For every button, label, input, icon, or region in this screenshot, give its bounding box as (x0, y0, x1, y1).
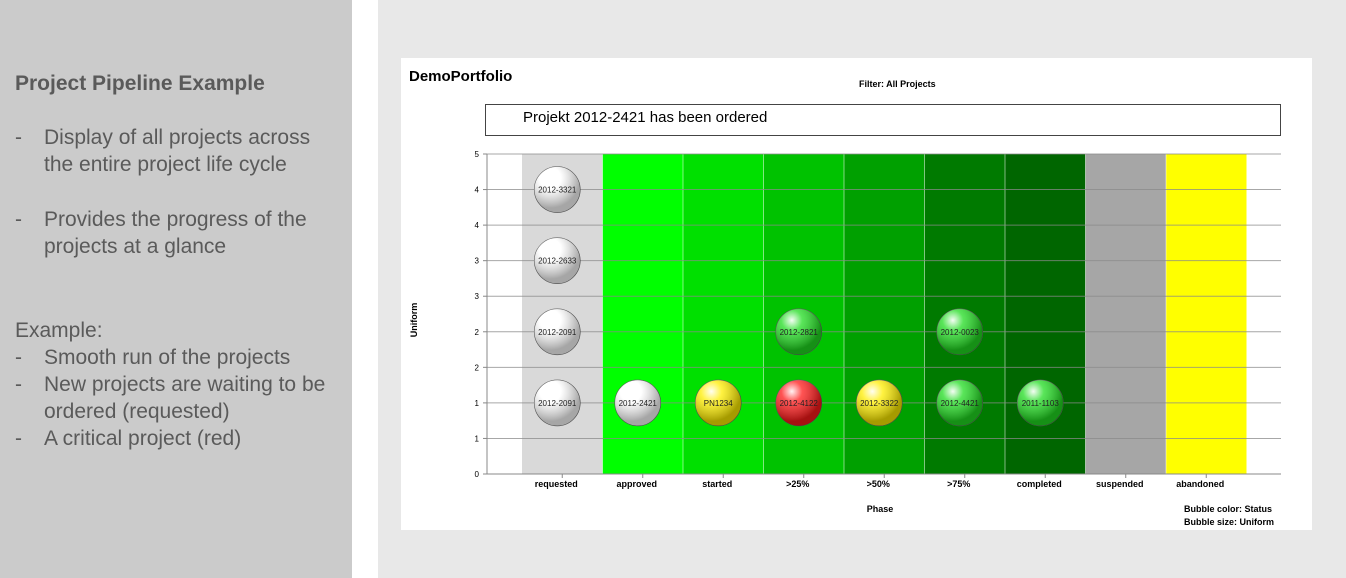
bubble-label: 2012-4421 (941, 399, 980, 408)
bubble-shading (534, 379, 581, 426)
bubble-shading (614, 379, 661, 426)
status-message: Projekt 2012-2421 has been ordered (523, 109, 768, 126)
bubble-label: PN1234 (704, 399, 733, 408)
feature-list: - Display of all projects across the ent… (15, 124, 345, 260)
bubble-shading (534, 166, 581, 213)
bubble-label: 2012-2421 (619, 399, 658, 408)
y-tick-label: 1 (475, 399, 480, 408)
feature-item: - Display of all projects across the ent… (15, 124, 345, 178)
phase-column (683, 154, 764, 474)
feature-item: - Provides the progress of the projects … (15, 206, 345, 260)
bubble-label: 2012-2091 (538, 399, 577, 408)
example-list: Example: - Smooth run of the projects - … (15, 317, 345, 452)
bubble-shading (936, 379, 983, 426)
phase-column (1005, 154, 1086, 474)
x-tick-label: requested (535, 479, 578, 489)
x-tick-label: >75% (947, 479, 970, 489)
slide-text-panel: Project Pipeline Example - Display of al… (0, 0, 352, 578)
bubble-label: 2012-2091 (538, 328, 577, 337)
filter-label: Filter: All Projects (859, 79, 936, 89)
pipeline-chart: 0 1 1 2 2 3 3 4 4 5 requested approved started >25% >5… (409, 150, 1281, 527)
portfolio-chart-card: DemoPortfolio Filter: All Projects Proje… (401, 58, 1312, 530)
bubble-shading (775, 308, 822, 355)
x-tick-label: >50% (867, 479, 890, 489)
y-axis-title: Uniform (409, 303, 419, 338)
feature-text: Provides the progress of the projects at… (44, 208, 307, 258)
bubble-shading (936, 308, 983, 355)
example-text: A critical project (red) (44, 427, 242, 450)
bubble-shading (856, 379, 903, 426)
bubble-label: 2012-2633 (538, 257, 577, 266)
bubble-label: 2012-4122 (780, 399, 819, 408)
divider (352, 0, 378, 578)
example-text: New projects are waiting to be ordered (… (44, 373, 326, 423)
x-axis-title: Phase (867, 504, 894, 514)
bubble-shading (534, 237, 581, 284)
feature-text: Display of all projects across the entir… (44, 126, 311, 176)
example-item: - A critical project (red) (15, 425, 345, 452)
phase-column (1166, 154, 1247, 474)
y-tick-label: 2 (475, 363, 480, 372)
bubble-label: 2012-3321 (538, 186, 577, 195)
y-tick-label: 3 (475, 292, 480, 301)
bubble-shading (534, 308, 581, 355)
example-item: - New projects are waiting to be ordered… (15, 371, 345, 425)
slide-title: Project Pipeline Example (15, 72, 265, 95)
y-tick-label: 3 (475, 257, 480, 266)
portfolio-title: DemoPortfolio (409, 68, 513, 85)
y-tick-label: 5 (475, 150, 480, 159)
bubble-label: 2011-1103 (1022, 399, 1060, 408)
bubble-shading (775, 379, 822, 426)
x-tick-label: started (702, 479, 732, 489)
y-tick-label: 4 (475, 186, 480, 195)
x-tick-label: approved (616, 479, 657, 489)
example-heading: Example: (15, 319, 103, 342)
bubble-shading (695, 379, 742, 426)
bubble-label: 2012-0023 (941, 328, 980, 337)
example-item: - Smooth run of the projects (15, 344, 345, 371)
y-tick-label: 0 (475, 470, 480, 479)
phase-column (602, 154, 683, 474)
x-tick-label: suspended (1096, 479, 1144, 489)
y-tick-label: 4 (475, 221, 480, 230)
x-tick-label: >25% (786, 479, 809, 489)
bubble-label: 2012-2821 (780, 328, 819, 337)
legend-bubble-size: Bubble size: Uniform (1184, 517, 1274, 527)
phase-column (844, 154, 925, 474)
bubble-shading (1017, 379, 1064, 426)
legend-bubble-color: Bubble color: Status (1184, 504, 1272, 514)
bubble-label: 2012-3322 (860, 399, 899, 408)
status-message-box: Projekt 2012-2421 has been ordered (485, 104, 1281, 136)
x-tick-label: completed (1017, 479, 1062, 489)
phase-column (1085, 154, 1166, 474)
y-tick-label: 1 (475, 434, 480, 443)
x-tick-label: abandoned (1176, 479, 1224, 489)
y-tick-label: 2 (475, 328, 480, 337)
example-text: Smooth run of the projects (44, 346, 291, 369)
